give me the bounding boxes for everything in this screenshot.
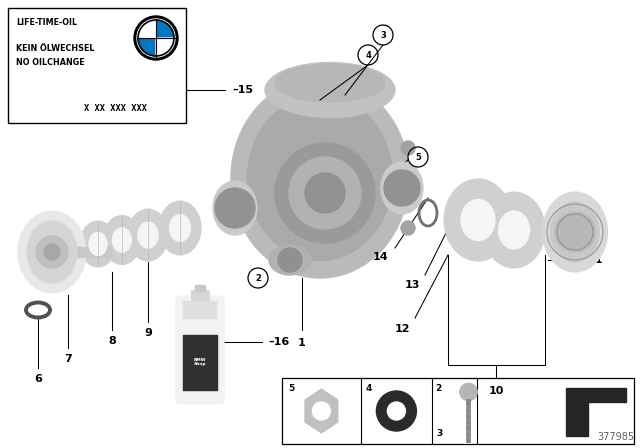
Circle shape [555, 212, 595, 252]
Polygon shape [305, 389, 338, 433]
Ellipse shape [381, 162, 423, 214]
Bar [183, 335, 217, 390]
Circle shape [275, 143, 375, 243]
Ellipse shape [18, 211, 86, 293]
Text: –16: –16 [268, 337, 289, 347]
Circle shape [460, 383, 477, 401]
Ellipse shape [113, 228, 131, 252]
Ellipse shape [89, 233, 107, 255]
Ellipse shape [27, 221, 77, 283]
Ellipse shape [103, 215, 141, 264]
Text: 1: 1 [298, 338, 306, 348]
Wedge shape [156, 20, 174, 38]
Text: 8: 8 [108, 336, 116, 346]
Ellipse shape [80, 221, 116, 267]
Circle shape [376, 391, 417, 431]
Circle shape [134, 16, 178, 60]
Ellipse shape [128, 209, 168, 261]
Ellipse shape [138, 222, 158, 248]
Ellipse shape [551, 202, 599, 262]
Bar [8, 8, 186, 123]
Text: 6: 6 [34, 374, 42, 384]
Ellipse shape [461, 199, 495, 241]
Text: 4: 4 [365, 51, 371, 60]
Circle shape [401, 141, 415, 155]
Ellipse shape [543, 192, 607, 272]
Ellipse shape [265, 63, 395, 117]
Circle shape [312, 402, 330, 420]
Text: BMW
Shop: BMW Shop [194, 358, 206, 366]
Bar [282, 378, 634, 444]
Ellipse shape [170, 215, 191, 241]
Wedge shape [138, 20, 156, 38]
Ellipse shape [159, 201, 201, 255]
Text: 2: 2 [255, 273, 261, 283]
Text: –15: –15 [232, 85, 253, 95]
Ellipse shape [275, 64, 385, 102]
Bar [530, 226, 580, 238]
Ellipse shape [231, 78, 409, 278]
Ellipse shape [269, 245, 311, 275]
Text: 3: 3 [380, 30, 386, 39]
Ellipse shape [444, 179, 512, 261]
Circle shape [215, 188, 255, 228]
Text: NO OILCHANGE: NO OILCHANGE [16, 58, 84, 67]
Text: 11: 11 [588, 255, 604, 265]
Circle shape [289, 157, 361, 229]
Polygon shape [566, 388, 626, 436]
Text: X XX XXX XXX: X XX XXX XXX [83, 104, 147, 113]
Circle shape [401, 221, 415, 235]
Text: 5: 5 [415, 152, 421, 161]
Circle shape [278, 248, 302, 272]
Ellipse shape [213, 181, 257, 235]
Text: 7: 7 [64, 354, 72, 364]
Circle shape [44, 244, 60, 260]
Text: 12: 12 [394, 324, 410, 334]
Ellipse shape [248, 95, 392, 260]
Text: KEIN ÖLWECHSEL: KEIN ÖLWECHSEL [16, 44, 95, 53]
Bar [62, 247, 112, 257]
Text: 13: 13 [404, 280, 420, 290]
Circle shape [387, 402, 405, 420]
Text: 2: 2 [436, 384, 442, 393]
Text: 10: 10 [488, 386, 504, 396]
Circle shape [137, 19, 175, 57]
Text: 5: 5 [288, 384, 294, 393]
Bar [183, 301, 217, 319]
Ellipse shape [499, 211, 529, 249]
Text: 3: 3 [436, 429, 443, 438]
Text: 9: 9 [144, 328, 152, 338]
Text: 377985: 377985 [597, 432, 634, 442]
FancyBboxPatch shape [176, 296, 224, 404]
Bar [191, 290, 209, 302]
Circle shape [305, 173, 345, 213]
Wedge shape [138, 38, 156, 56]
Circle shape [36, 236, 68, 268]
Bar [195, 285, 205, 291]
Text: LIFE-TIME-OIL: LIFE-TIME-OIL [16, 18, 77, 27]
Circle shape [384, 170, 420, 206]
Text: 4: 4 [365, 384, 372, 393]
Ellipse shape [483, 192, 545, 268]
Text: 14: 14 [372, 252, 388, 262]
Wedge shape [156, 38, 174, 56]
